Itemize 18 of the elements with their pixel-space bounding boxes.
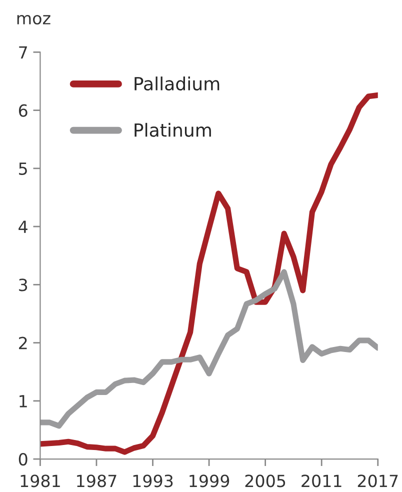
y-tick-label: 4	[18, 220, 28, 233]
y-tick-label: 3	[19, 278, 28, 292]
y-tick-label: 6	[18, 104, 28, 117]
y-tick-label: 1	[20, 395, 27, 408]
y-tick-label: 0	[18, 453, 28, 466]
legend-label: Platinum	[134, 122, 211, 137]
y-tick-label: 5	[19, 162, 27, 175]
y-axis-title: moz	[17, 14, 50, 25]
x-tick-label: 1987	[77, 474, 116, 488]
x-tick-label: 2011	[302, 474, 342, 488]
x-tick-label: 1981	[20, 474, 60, 488]
x-tick-label: 2017	[358, 474, 398, 488]
legend-label: Palladium	[134, 76, 220, 91]
y-tick-label: 2	[19, 336, 27, 350]
x-tick-label: 1999	[190, 474, 230, 488]
y-tick-label: 7	[19, 46, 27, 58]
x-tick-label: 1993	[133, 474, 173, 488]
x-tick-label: 2005	[245, 474, 286, 488]
